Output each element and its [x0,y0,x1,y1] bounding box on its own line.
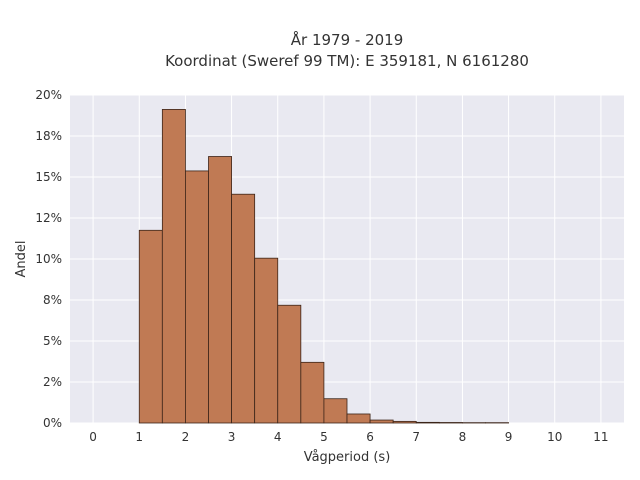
x-tick-label: 9 [505,430,513,444]
histogram-bar [231,193,256,424]
y-tick-label: 12% [35,211,62,225]
y-tick-label: 15% [35,170,62,184]
y-axis-label: Andel [14,241,29,278]
chart-title-line-2: Koordinat (Sweref 99 TM): E 359181, N 61… [165,52,529,70]
y-tick-label: 10% [35,252,62,266]
histogram-bar [208,156,232,424]
y-tick-label: 18% [35,129,62,143]
histogram-bar [346,413,371,424]
x-tick-label: 11 [593,430,608,444]
x-tick-label: 4 [274,430,282,444]
y-tick-label: 8% [43,293,62,307]
x-axis-label: Vågperiod (s) [304,450,391,465]
histogram-bars [138,109,509,424]
histogram-bar [300,361,325,424]
histogram-bar [392,420,417,424]
histogram-bar [323,398,348,424]
x-tick-label: 7 [412,430,420,444]
y-tick-label: 20% [35,88,62,102]
histogram-bar [138,229,163,424]
y-axis-ticks: 0% 2% 5% 8% 10% 12% 15% 18% 20% [35,88,62,430]
x-tick-label: 1 [135,430,143,444]
histogram-bar [369,419,394,424]
histogram-bar [161,109,186,424]
x-axis-ticks: 0 1 2 3 4 5 6 7 8 9 10 11 [89,430,608,444]
y-tick-label: 5% [43,334,62,348]
histogram-bar [277,304,302,424]
x-tick-label: 0 [89,430,97,444]
x-tick-label: 8 [459,430,467,444]
y-tick-label: 0% [43,416,62,430]
chart-title-line-1: År 1979 - 2019 [291,30,404,49]
x-tick-label: 6 [366,430,374,444]
histogram-bar [185,170,209,424]
histogram-bar [415,421,440,424]
histogram-bar [254,257,279,424]
x-tick-label: 3 [228,430,236,444]
y-tick-label: 2% [43,375,62,389]
x-tick-label: 5 [320,430,328,444]
x-tick-label: 10 [547,430,562,444]
x-tick-label: 2 [182,430,190,444]
